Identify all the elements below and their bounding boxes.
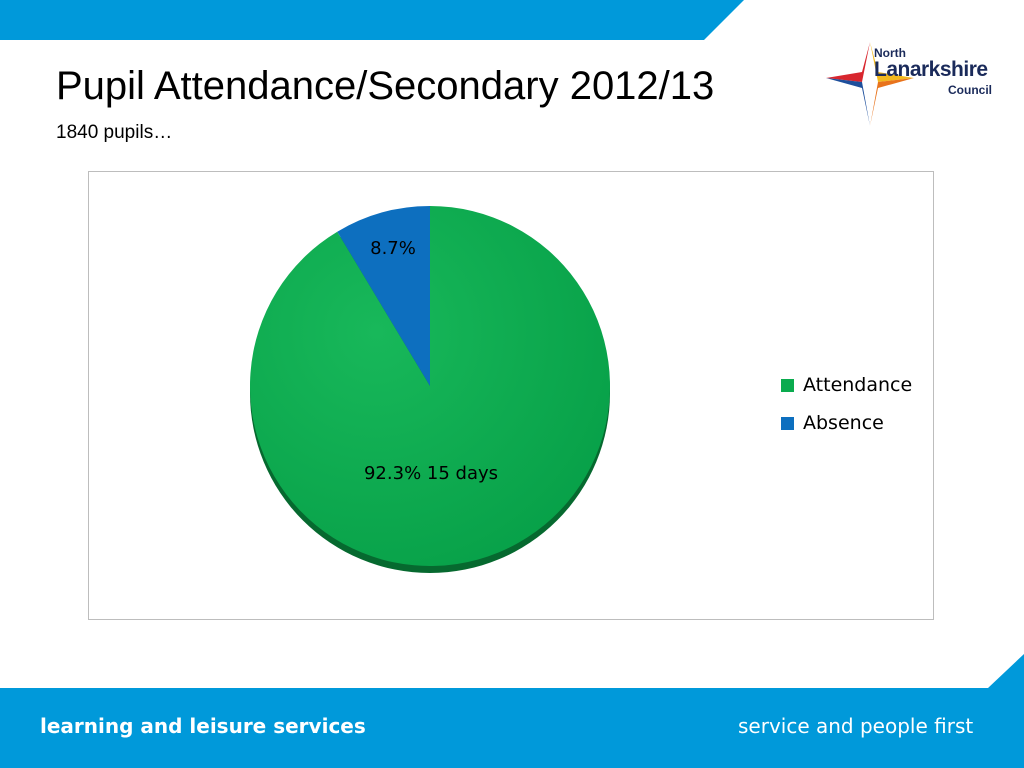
- legend-swatch-attendance: [781, 378, 794, 392]
- pie-chart: 92.3% 15 days 8.7%: [250, 206, 610, 573]
- slide-subtitle: 1840 pupils…: [56, 122, 173, 143]
- footer-band: [0, 654, 1024, 768]
- logo-text-council: Council: [948, 83, 992, 97]
- pie-slice-attendance: [250, 206, 610, 566]
- footer-left-text: learning and leisure services: [40, 714, 366, 738]
- chart-legend: Attendance Absence: [781, 366, 912, 442]
- logo-star-red: [826, 42, 870, 82]
- legend-label-attendance: Attendance: [803, 374, 913, 396]
- top-banner: [0, 0, 744, 40]
- logo-star-orange: [870, 78, 914, 126]
- data-label-attendance: 92.3% 15 days: [364, 463, 498, 484]
- top-banner-shape: [0, 0, 744, 40]
- logo-text-north: North: [874, 46, 906, 60]
- legend-swatch-absence: [781, 416, 794, 430]
- pie-slice-absence: [337, 206, 430, 386]
- legend-item-absence: Absence: [781, 404, 912, 442]
- slide-title: Pupil Attendance/Secondary 2012/13: [56, 64, 715, 108]
- footer-band-shape: [0, 654, 1024, 768]
- logo-star-yellow: [870, 42, 914, 82]
- footer-right-text: service and people first: [738, 714, 974, 738]
- logo-star-blue: [826, 78, 870, 126]
- logo-text-lanarkshire: Lanarkshire: [874, 58, 988, 81]
- data-label-absence: 8.7%: [370, 238, 416, 259]
- chart-frame: 92.3% 15 days 8.7% Attendance Absence: [88, 171, 934, 620]
- legend-item-attendance: Attendance: [781, 366, 912, 404]
- legend-label-absence: Absence: [803, 412, 884, 434]
- council-logo: [826, 42, 914, 126]
